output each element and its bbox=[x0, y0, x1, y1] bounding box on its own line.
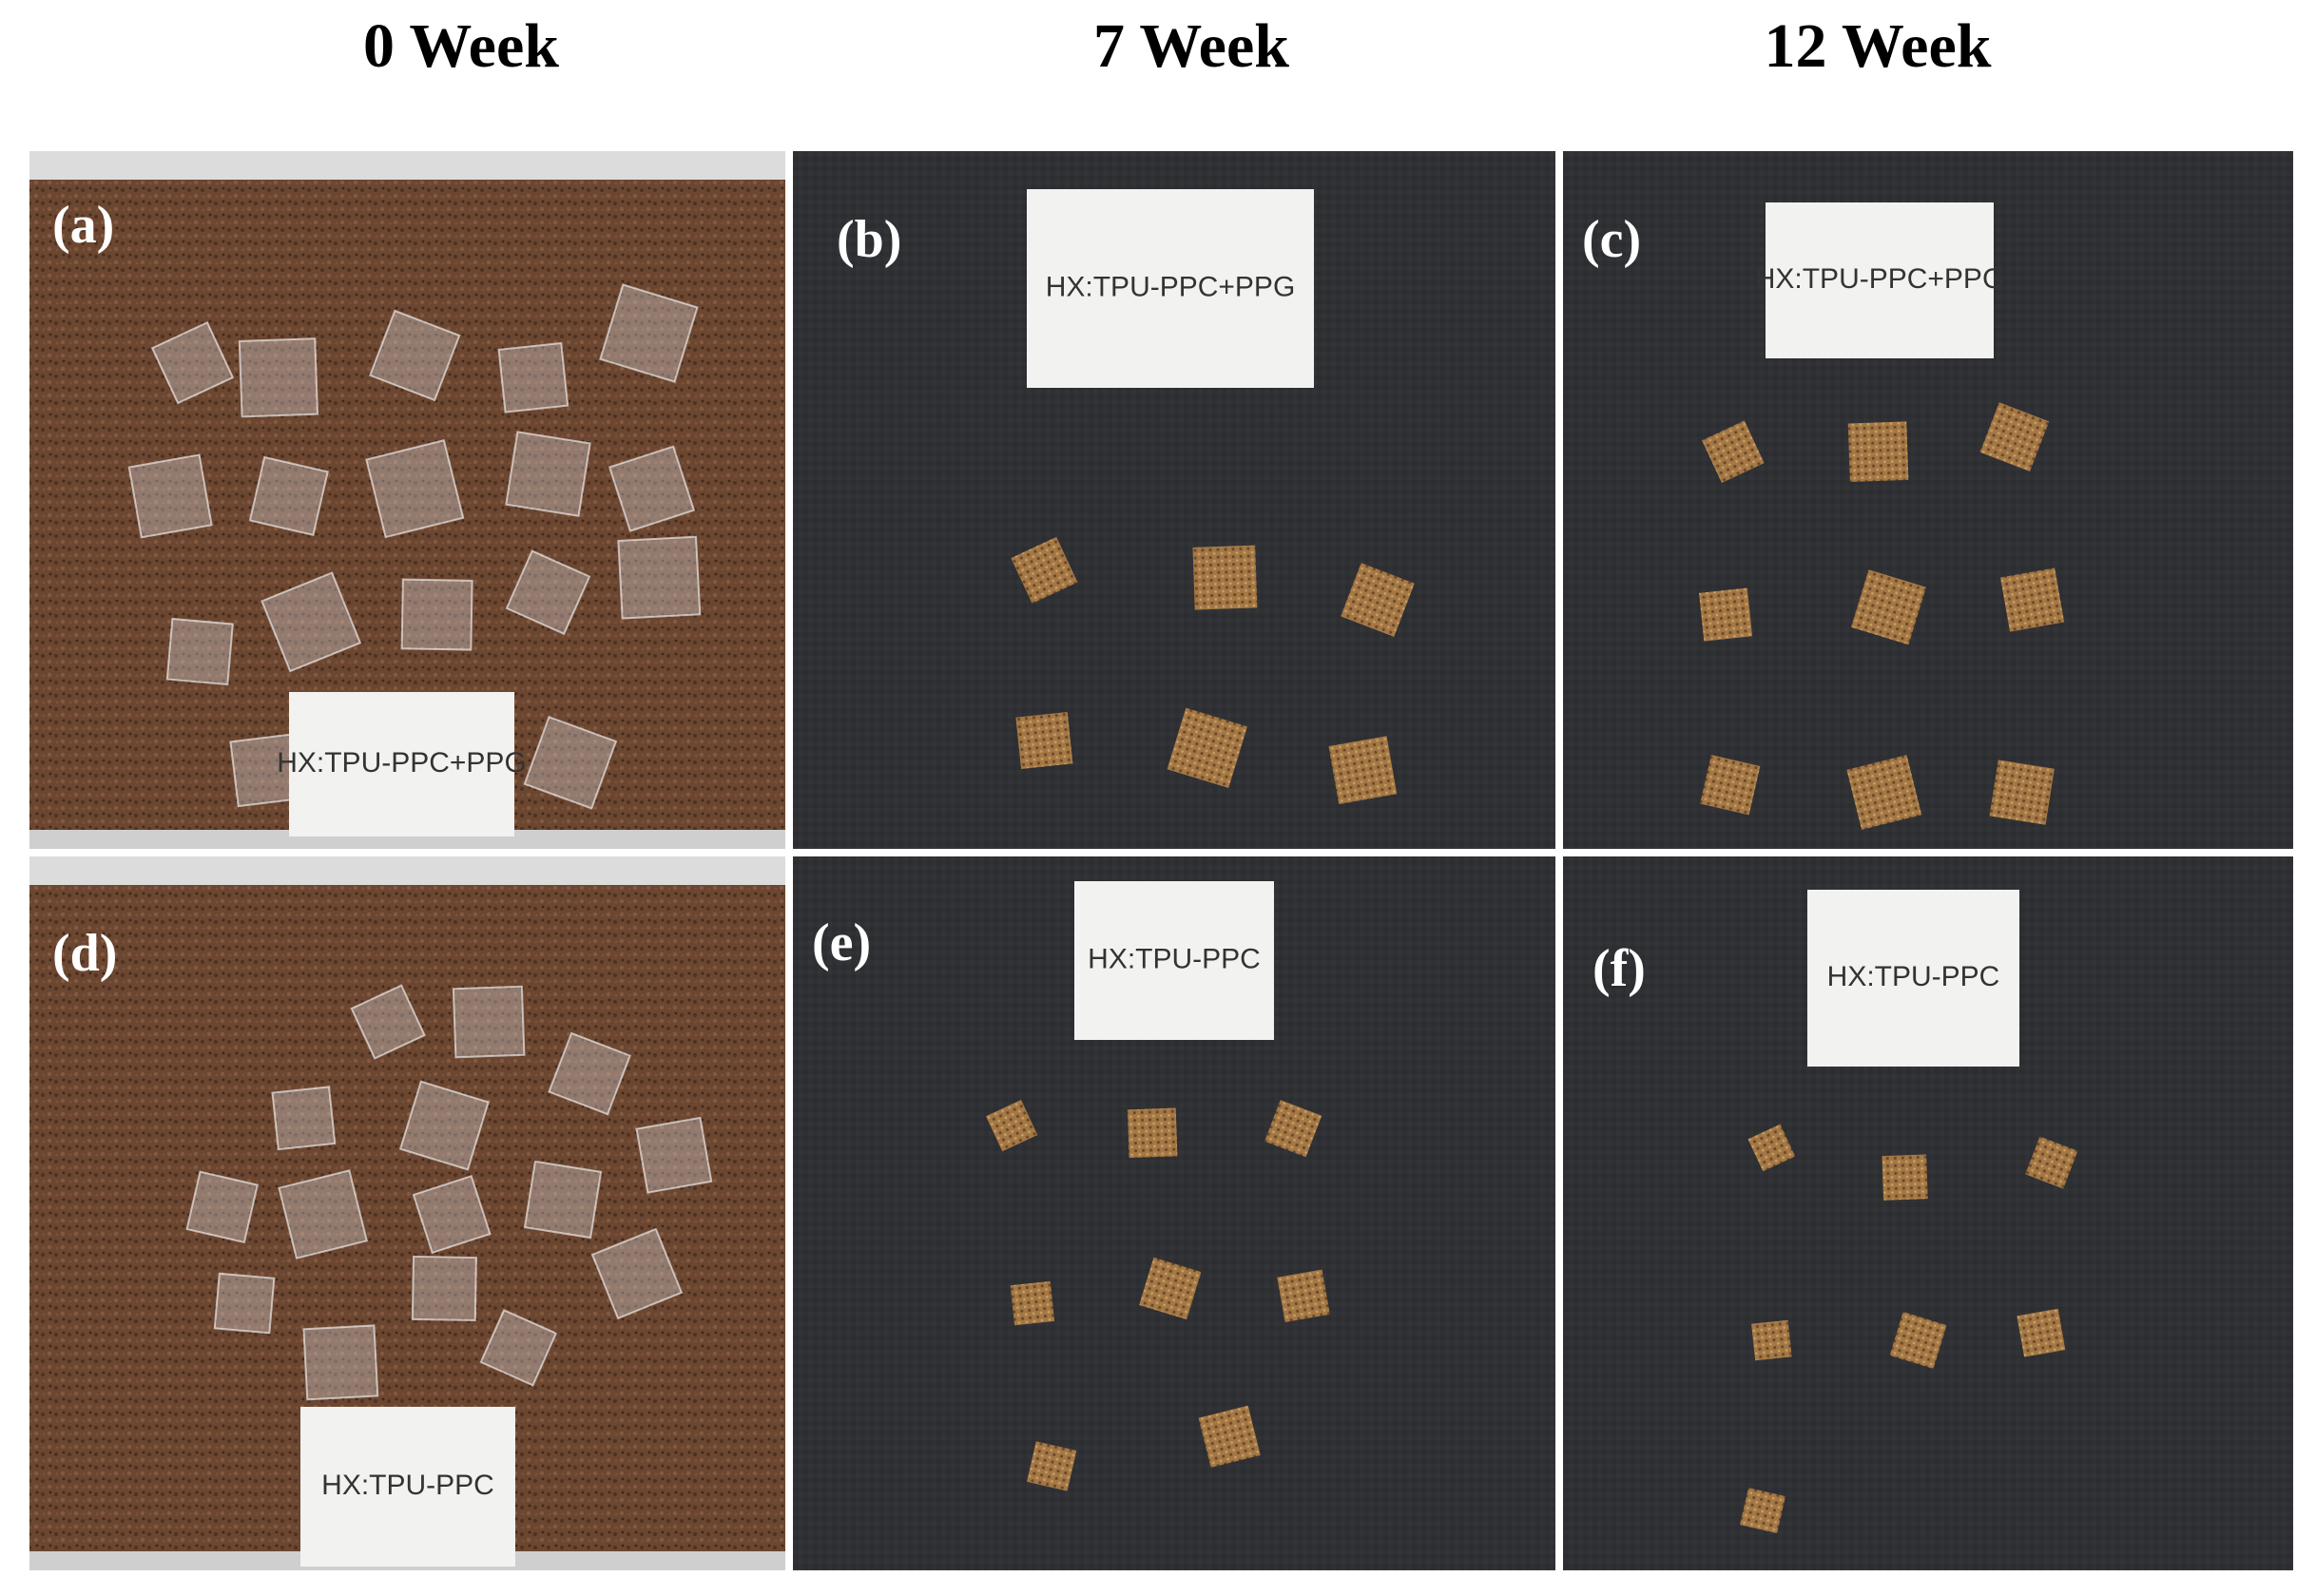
degraded-sample bbox=[1979, 402, 2050, 471]
card-label: HX:TPU-PPC+PPG bbox=[277, 747, 527, 779]
degraded-sample bbox=[2017, 1308, 2066, 1357]
film-sample bbox=[617, 535, 702, 620]
film-sample bbox=[523, 716, 618, 810]
degraded-sample bbox=[1740, 1488, 1786, 1534]
container-edge bbox=[29, 151, 785, 180]
photo-panel: HX:TPU-PPC (f) bbox=[1563, 856, 2293, 1570]
panels: HX:TPU-PPC+PPG(a)HX:TPU-PPC+PPG(b)HX:TPU… bbox=[29, 151, 2293, 1570]
panel-label: (e) bbox=[812, 913, 871, 972]
film-sample bbox=[412, 1175, 492, 1255]
film-sample bbox=[261, 571, 362, 673]
degraded-sample bbox=[1192, 545, 1258, 610]
film-sample bbox=[150, 321, 235, 405]
degraded-sample bbox=[1702, 420, 1765, 483]
container-edge bbox=[29, 856, 785, 885]
film-sample bbox=[248, 455, 329, 537]
card-label: HX:TPU-PPC+PPG bbox=[1046, 271, 1296, 302]
photo-panel: HX:TPU-PPC (e) bbox=[793, 856, 1555, 1570]
film-sample bbox=[635, 1116, 713, 1194]
sample-card bbox=[1074, 881, 1274, 1040]
photo-panel: HX:TPU-PPC+PPG (a) bbox=[29, 151, 785, 849]
card-label: HX:TPU-PPC+PPG bbox=[1755, 263, 2005, 295]
degraded-sample bbox=[1328, 736, 1398, 805]
film-sample bbox=[278, 1169, 369, 1259]
degraded-sample bbox=[1015, 712, 1073, 769]
film-sample bbox=[365, 439, 465, 539]
panel-label: (d) bbox=[52, 924, 117, 983]
film-sample bbox=[368, 309, 461, 402]
column-header: 7 Week bbox=[1093, 11, 1289, 81]
card-label: HX:TPU-PPC bbox=[1827, 961, 2000, 992]
degraded-sample bbox=[1010, 1280, 1055, 1326]
film-sample bbox=[505, 549, 591, 636]
degraded-sample bbox=[1989, 760, 2055, 825]
degraded-sample bbox=[1277, 1269, 1330, 1323]
film-sample bbox=[452, 985, 526, 1059]
film-sample bbox=[350, 984, 426, 1060]
sample-card bbox=[1807, 890, 2019, 1067]
film-sample bbox=[302, 1324, 379, 1401]
film-sample bbox=[479, 1308, 558, 1387]
panel-label: (a) bbox=[52, 196, 114, 255]
degraded-sample bbox=[1264, 1100, 1322, 1158]
degraded-sample bbox=[986, 1099, 1038, 1152]
film-sample bbox=[548, 1031, 631, 1116]
film-sample bbox=[505, 431, 591, 517]
degraded-sample bbox=[1026, 1441, 1077, 1491]
sample-card bbox=[1766, 202, 1994, 358]
sample-card bbox=[289, 692, 514, 836]
photo-panel: HX:TPU-PPC (d) bbox=[29, 856, 785, 1570]
degraded-sample bbox=[1850, 569, 1926, 645]
film-sample bbox=[165, 617, 234, 686]
film-sample bbox=[523, 1160, 603, 1240]
degraded-sample bbox=[1341, 563, 1415, 637]
card-label: HX:TPU-PPC bbox=[1088, 943, 1261, 974]
degraded-sample bbox=[1882, 1154, 1928, 1201]
sample-card bbox=[1027, 189, 1314, 388]
degraded-sample bbox=[2025, 1136, 2078, 1189]
degraded-sample bbox=[1167, 707, 1247, 788]
degraded-sample bbox=[1700, 755, 1761, 816]
film-sample bbox=[599, 283, 699, 383]
film-sample bbox=[238, 337, 319, 418]
sample-card bbox=[300, 1407, 515, 1567]
column-header: 12 Week bbox=[1765, 11, 1992, 81]
film-sample bbox=[271, 1086, 337, 1151]
degraded-sample bbox=[1011, 536, 1078, 604]
degraded-sample bbox=[1751, 1319, 1792, 1361]
film-sample bbox=[400, 578, 473, 651]
degraded-sample bbox=[1747, 1124, 1796, 1172]
degraded-sample bbox=[1139, 1257, 1202, 1320]
film-sample bbox=[185, 1170, 260, 1244]
column-header: 0 Week bbox=[363, 11, 559, 81]
photo-panel: HX:TPU-PPC+PPG (b) bbox=[793, 151, 1555, 849]
card-label: HX:TPU-PPC bbox=[321, 1470, 494, 1501]
container-edge bbox=[29, 830, 785, 849]
film-sample bbox=[127, 453, 213, 539]
degraded-sample bbox=[1699, 587, 1753, 642]
film-sample bbox=[608, 445, 696, 532]
degraded-sample bbox=[1127, 1107, 1178, 1159]
degraded-sample bbox=[1889, 1312, 1947, 1369]
panel-label: (c) bbox=[1582, 210, 1641, 269]
degraded-sample bbox=[1846, 755, 1922, 830]
film-sample bbox=[411, 1255, 477, 1322]
panel-label: (b) bbox=[837, 210, 901, 269]
degraded-sample bbox=[1198, 1405, 1261, 1468]
film-sample bbox=[497, 341, 569, 413]
film-sample bbox=[590, 1227, 684, 1320]
degraded-sample bbox=[1999, 567, 2065, 632]
film-sample bbox=[398, 1080, 490, 1171]
photo-panel: HX:TPU-PPC+PPG (c) bbox=[1563, 151, 2293, 849]
degraded-sample bbox=[1847, 421, 1909, 482]
film-sample bbox=[213, 1272, 276, 1335]
panel-label: (f) bbox=[1592, 939, 1646, 998]
